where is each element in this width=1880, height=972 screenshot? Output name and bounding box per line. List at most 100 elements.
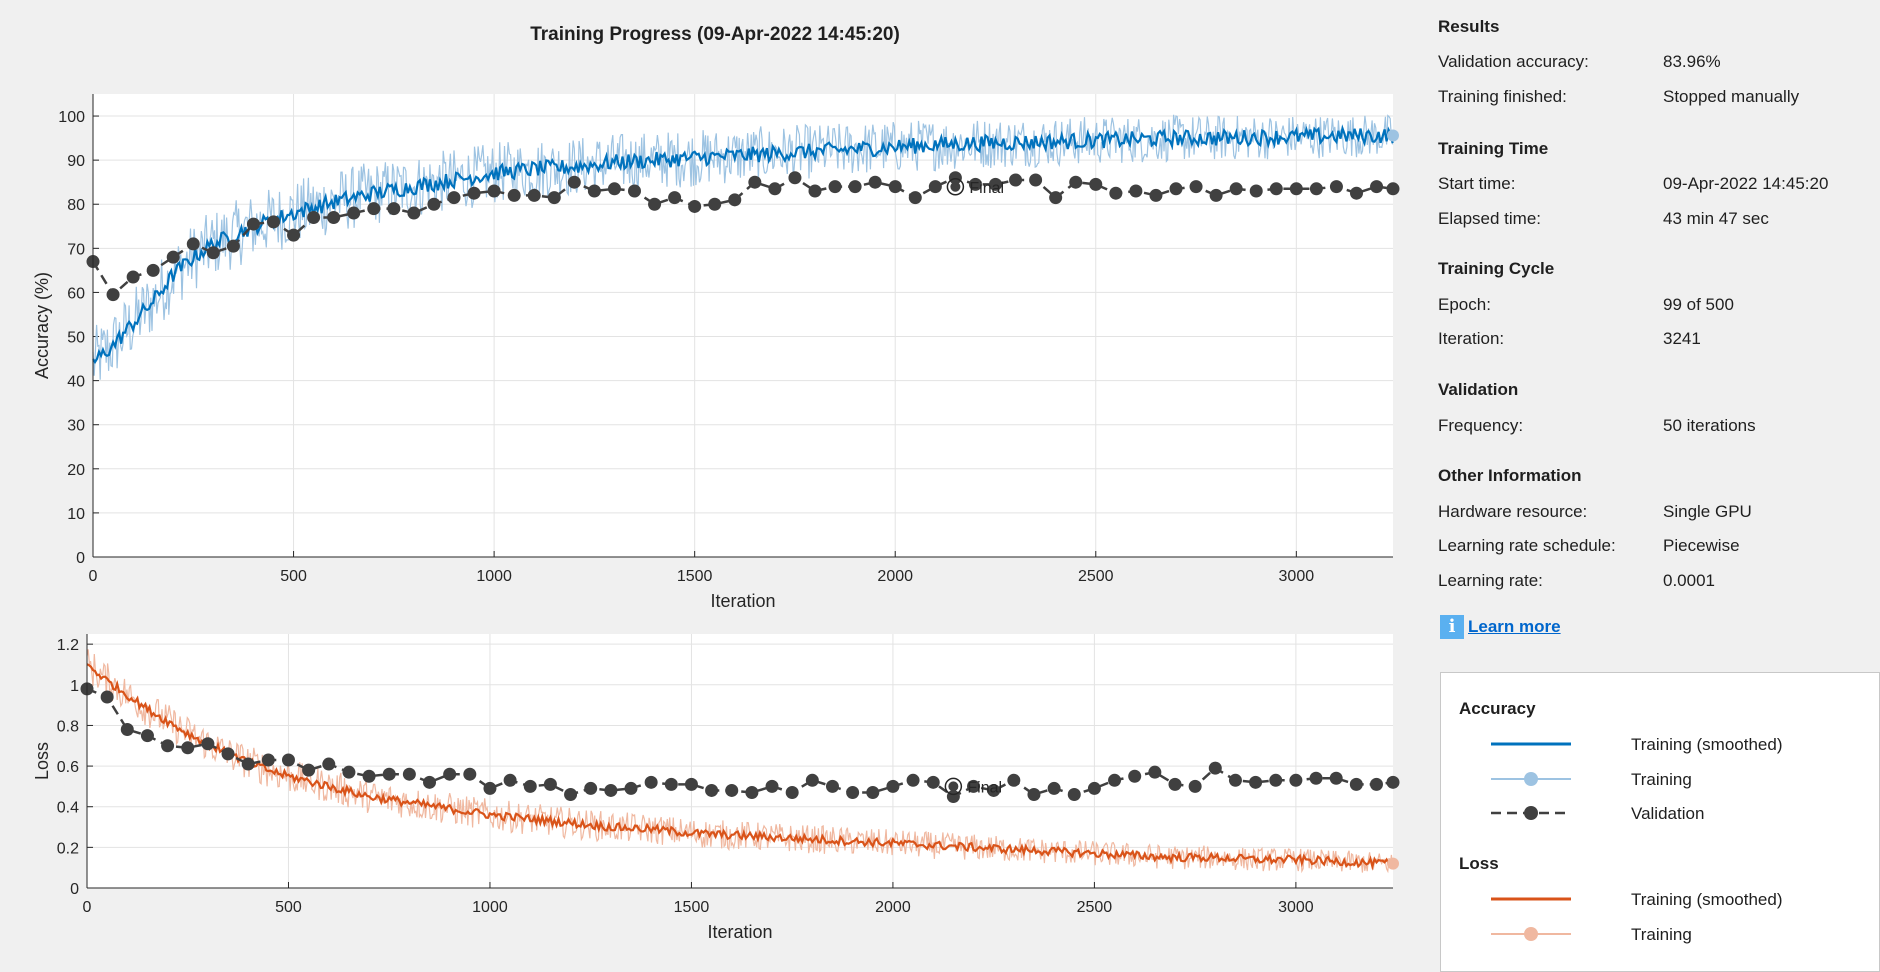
loss-x-tick-label: 2500 (1077, 899, 1113, 916)
lr-schedule-value: Piecewise (1663, 536, 1740, 555)
accuracy-validation-point (1189, 180, 1203, 194)
training-progress-plots: Training Progress (09-Apr-2022 14:45:20)… (32, 24, 1400, 942)
loss-plot-area (87, 634, 1393, 888)
loss-validation-point (1289, 773, 1303, 787)
lr-schedule-label: Learning rate schedule: (1438, 536, 1616, 555)
validation-accuracy-value: 83.96% (1663, 52, 1721, 71)
legend-entry-loss-training: Training (1491, 923, 1851, 945)
legend-line-blue-icon (1491, 742, 1571, 746)
accuracy-validation-point (627, 184, 641, 198)
accuracy-validation-point (1229, 182, 1243, 196)
accuracy-validation-point (146, 263, 160, 277)
loss-validation-point (926, 775, 940, 789)
accuracy-validation-point (1329, 180, 1343, 194)
accuracy-validation-point (1386, 182, 1400, 196)
validation-accuracy-label: Validation accuracy: (1438, 52, 1589, 71)
loss-validation-point (423, 775, 437, 789)
legend-label: Training (smoothed) (1631, 890, 1783, 909)
plots-area: Training Progress (09-Apr-2022 14:45:20)… (32, 24, 1400, 942)
loss-validation-point (1027, 788, 1041, 802)
loss-validation-point (221, 747, 235, 761)
loss-validation-point (906, 773, 920, 787)
info-panel: Results Validation accuracy: 83.96% Trai… (1438, 0, 1880, 972)
loss-validation-point (100, 690, 114, 704)
loss-validation-point (1309, 771, 1323, 785)
iteration-label: Iteration: (1438, 329, 1505, 348)
loss-validation-point (705, 783, 719, 797)
elapsed-time-value: 43 min 47 sec (1663, 209, 1769, 228)
accuracy-validation-point (868, 175, 882, 189)
start-time-value: 09-Apr-2022 14:45:20 (1663, 174, 1829, 193)
info-icon[interactable]: i (1440, 615, 1464, 639)
loss-x-tick-label: 0 (83, 899, 92, 916)
loss-validation-point (362, 769, 376, 783)
accuracy-validation-point (1049, 191, 1063, 205)
accuracy-x-tick-label: 1500 (677, 568, 713, 585)
loss-final-marker-dot (948, 781, 959, 792)
loss-validation-point (181, 741, 195, 755)
loss-y-tick-label: 0.8 (57, 718, 79, 735)
results-title: Results (1438, 17, 1500, 36)
accuracy-validation-point (186, 237, 200, 251)
loss-validation-point (785, 785, 799, 799)
accuracy-validation-point (367, 202, 381, 216)
training-finished-value: Stopped manually (1663, 87, 1800, 106)
accuracy-validation-point (808, 184, 822, 198)
accuracy-validation-point (166, 250, 180, 264)
legend-accuracy-title: Accuracy (1459, 699, 1536, 718)
accuracy-y-tick-label: 30 (67, 418, 85, 435)
loss-validation-point (523, 779, 537, 793)
legend-label: Training (smoothed) (1631, 735, 1783, 754)
loss-validation-point (543, 777, 557, 791)
loss-validation-point (1329, 771, 1343, 785)
loss-validation-point (866, 785, 880, 799)
loss-x-tick-label: 500 (275, 899, 302, 916)
accuracy-validation-point (648, 197, 662, 211)
accuracy-x-tick-label: 500 (280, 568, 307, 585)
accuracy-validation-point (928, 180, 942, 194)
loss-final-marker (944, 777, 963, 796)
loss-validation-point (1067, 788, 1081, 802)
loss-validation-point (825, 779, 839, 793)
legend-line-orange-icon (1491, 897, 1571, 901)
iteration-value: 3241 (1663, 329, 1701, 348)
accuracy-validation-point (1289, 182, 1303, 196)
accuracy-validation-point (908, 191, 922, 205)
loss-validation-point (1369, 777, 1383, 791)
accuracy-y-tick-label: 90 (67, 153, 85, 170)
accuracy-validation-point (547, 191, 561, 205)
accuracy-validation-point (567, 175, 581, 189)
accuracy-validation-point (1069, 175, 1083, 189)
loss-y-tick-label: 0.6 (57, 759, 79, 776)
accuracy-validation-point (266, 215, 280, 229)
accuracy-x-tick-label: 3000 (1279, 568, 1315, 585)
loss-x-tick-label: 1000 (472, 899, 508, 916)
accuracy-validation-point (828, 180, 842, 194)
loss-validation-point (1128, 769, 1142, 783)
learning-rate-label: Learning rate: (1438, 571, 1543, 590)
legend-entry-acc-validation: Validation (1491, 802, 1851, 824)
loss-final-label: Final (967, 779, 1002, 796)
training-time-title: Training Time (1438, 139, 1549, 158)
accuracy-validation-point (1009, 173, 1023, 187)
legend-label: Validation (1631, 804, 1705, 823)
learn-more-link[interactable]: Learn more (1468, 617, 1561, 636)
loss-y-tick-label: 0.2 (57, 840, 79, 857)
loss-validation-point (1007, 773, 1021, 787)
accuracy-validation-point (888, 180, 902, 194)
accuracy-validation-point (1349, 186, 1363, 200)
accuracy-y-tick-label: 60 (67, 285, 85, 302)
loss-validation-point (967, 779, 981, 793)
loss-validation-point (1349, 777, 1363, 791)
accuracy-validation-point (447, 191, 461, 205)
loss-validation-point (281, 753, 295, 767)
loss-training-smoothed-line (86, 663, 1394, 871)
loss-validation-point (241, 757, 255, 771)
learn-more-link-container[interactable]: i Learn more (1440, 615, 1561, 639)
loss-validation-point (624, 781, 638, 795)
loss-validation-point (886, 779, 900, 793)
loss-validation-point (463, 767, 477, 781)
accuracy-training-last-point (1387, 129, 1399, 142)
loss-validation-point (725, 783, 739, 797)
loss-validation-point (745, 785, 759, 799)
